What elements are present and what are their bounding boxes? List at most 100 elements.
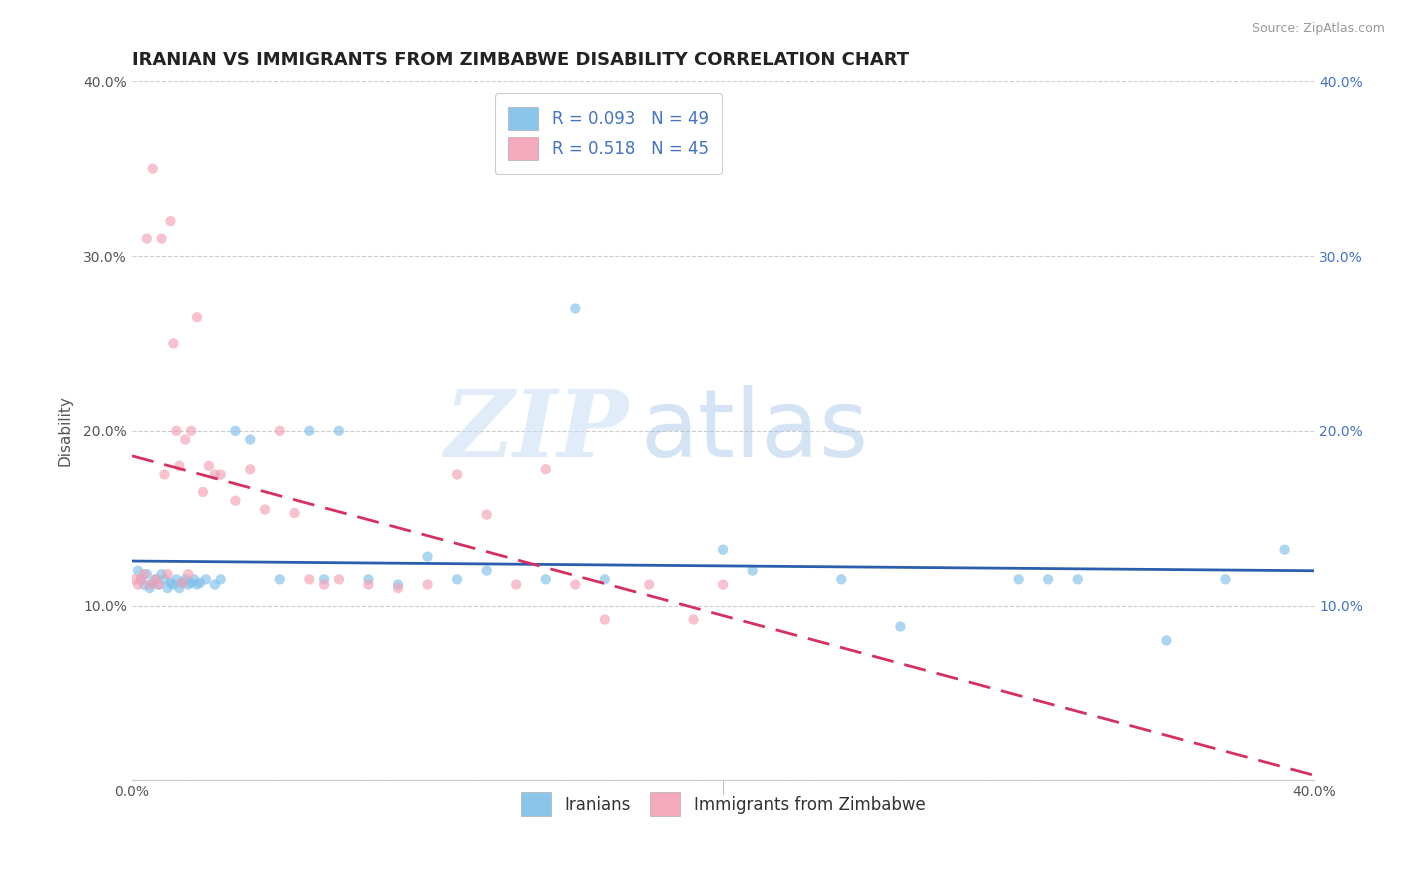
Point	[298, 424, 321, 438]
Point	[204, 467, 226, 482]
Point	[127, 564, 149, 578]
Point	[165, 572, 187, 586]
Legend: Iranians, Immigrants from Zimbabwe: Iranians, Immigrants from Zimbabwe	[512, 784, 934, 824]
Point	[534, 462, 557, 476]
Point	[169, 581, 191, 595]
Point	[830, 572, 852, 586]
Point	[132, 577, 155, 591]
Point	[638, 577, 661, 591]
Point	[564, 577, 586, 591]
Point	[139, 581, 162, 595]
Point	[741, 564, 763, 578]
Point	[209, 572, 232, 586]
Point	[129, 572, 152, 586]
Point	[475, 508, 498, 522]
Point	[593, 572, 616, 586]
Point	[564, 301, 586, 316]
Y-axis label: Disability: Disability	[58, 395, 72, 467]
Point	[145, 572, 167, 586]
Point	[177, 577, 200, 591]
Point	[183, 572, 205, 586]
Point	[357, 577, 380, 591]
Point	[209, 467, 232, 482]
Point	[534, 572, 557, 586]
Point	[269, 424, 291, 438]
Point	[298, 572, 321, 586]
Point	[387, 577, 409, 591]
Point	[284, 506, 307, 520]
Point	[1274, 542, 1296, 557]
Point	[328, 424, 350, 438]
Point	[153, 572, 176, 586]
Point	[475, 564, 498, 578]
Point	[129, 572, 152, 586]
Point	[172, 575, 194, 590]
Point	[177, 567, 200, 582]
Point	[172, 575, 194, 590]
Point	[328, 572, 350, 586]
Point	[142, 161, 165, 176]
Point	[198, 458, 221, 473]
Point	[150, 232, 173, 246]
Text: IRANIAN VS IMMIGRANTS FROM ZIMBABWE DISABILITY CORRELATION CHART: IRANIAN VS IMMIGRANTS FROM ZIMBABWE DISA…	[132, 51, 910, 69]
Point	[269, 572, 291, 586]
Point	[162, 577, 184, 591]
Point	[682, 613, 704, 627]
Point	[156, 567, 179, 582]
Point	[357, 572, 380, 586]
Text: atlas: atlas	[640, 384, 869, 477]
Text: ZIP: ZIP	[444, 386, 628, 475]
Point	[711, 577, 734, 591]
Point	[153, 467, 176, 482]
Point	[156, 581, 179, 595]
Point	[159, 575, 181, 590]
Point	[239, 462, 262, 476]
Point	[191, 485, 214, 500]
Point	[446, 572, 468, 586]
Point	[505, 577, 527, 591]
Point	[180, 424, 202, 438]
Point	[162, 336, 184, 351]
Point	[711, 542, 734, 557]
Point	[139, 577, 162, 591]
Point	[132, 567, 155, 582]
Point	[314, 572, 336, 586]
Point	[387, 581, 409, 595]
Point	[253, 502, 276, 516]
Point	[135, 567, 157, 582]
Point	[1215, 572, 1237, 586]
Point	[194, 572, 217, 586]
Point	[174, 572, 197, 586]
Point	[159, 214, 181, 228]
Point	[188, 575, 211, 590]
Point	[186, 310, 208, 325]
Point	[145, 572, 167, 586]
Point	[186, 577, 208, 591]
Point	[148, 577, 170, 591]
Point	[1036, 572, 1059, 586]
Point	[1067, 572, 1090, 586]
Point	[446, 467, 468, 482]
Point	[224, 493, 246, 508]
Point	[416, 549, 439, 564]
Point	[180, 575, 202, 590]
Point	[239, 433, 262, 447]
Point	[165, 424, 187, 438]
Point	[593, 613, 616, 627]
Text: Source: ZipAtlas.com: Source: ZipAtlas.com	[1251, 22, 1385, 36]
Point	[204, 577, 226, 591]
Point	[314, 577, 336, 591]
Point	[416, 577, 439, 591]
Point	[169, 458, 191, 473]
Point	[1007, 572, 1029, 586]
Point	[124, 572, 146, 586]
Point	[889, 619, 911, 633]
Point	[142, 575, 165, 590]
Point	[224, 424, 246, 438]
Point	[135, 232, 157, 246]
Point	[127, 577, 149, 591]
Point	[174, 433, 197, 447]
Point	[150, 567, 173, 582]
Point	[1156, 633, 1178, 648]
Point	[148, 577, 170, 591]
